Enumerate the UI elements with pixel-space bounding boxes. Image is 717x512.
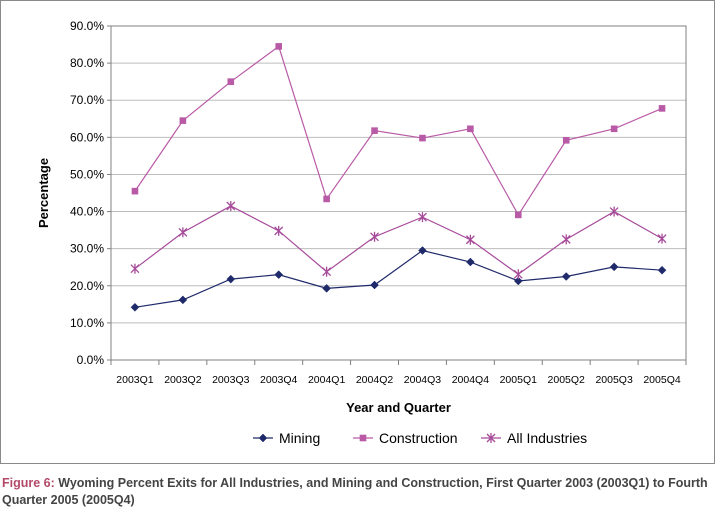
point-mining [130,302,140,312]
x-tick-label: 2003Q4 [260,374,298,386]
series-line-construction [134,45,663,217]
x-tick-label: 2003Q2 [164,374,202,386]
point-all-industries [178,227,188,238]
point-mining [609,262,619,272]
point-construction [562,137,570,144]
legend-label-all-industries: All Industries [507,430,587,446]
y-tick-label: 60.0% [70,130,104,144]
point-mining [178,295,188,305]
legend-label-mining: Mining [279,430,320,446]
y-tick-label: 10.0% [70,316,104,330]
plot-area [110,25,687,361]
series-line-all-industries [134,205,663,276]
point-mining [274,270,284,279]
point-all-industries [370,231,380,242]
point-all-industries [609,206,619,217]
point-mining [322,284,331,293]
series-line-mining [134,249,663,308]
point-all-industries [657,233,667,244]
point-construction [179,117,187,124]
x-tick-label: 2003Q3 [212,374,250,386]
x-tick-label: 2005Q2 [548,374,586,386]
point-construction [227,78,235,85]
y-tick-label: 20.0% [70,279,104,293]
figure-caption: Figure 6: Wyoming Percent Exits for All … [2,475,714,509]
point-all-industries [322,266,332,277]
point-all-industries [465,234,475,245]
y-tick-label: 40.0% [70,205,104,219]
point-mining [370,280,379,290]
point-all-industries [130,263,140,274]
point-construction [467,125,474,133]
y-tick-label: 50.0% [70,167,104,181]
point-all-industries [274,225,284,236]
legend-label-construction: Construction [379,430,458,446]
caption-label: Figure 6: [2,476,55,490]
point-construction [131,187,139,195]
point-construction [658,105,666,112]
y-tick-label: 30.0% [70,242,104,256]
point-mining [561,272,571,281]
point-mining [466,257,475,267]
y-tick-label: 70.0% [70,93,104,107]
legend-marker-all-industries [486,433,496,443]
x-tick-label: 2004Q4 [452,374,490,386]
y-tick-label: 80.0% [70,56,104,70]
point-construction [419,134,426,142]
chart-frame: 0.0% 10.0% 20.0% 30.0% 40.0% 50.0% 60.0% 70.0% 8… [0,0,715,464]
y-tick-label: 90.0% [70,19,104,33]
y-tick-label: 0.0% [77,353,105,367]
point-mining [513,276,523,286]
point-construction [514,211,522,219]
point-mining [226,274,236,284]
x-tick-label: 2004Q3 [404,374,442,386]
x-axis-title: Year and Quarter [346,400,451,415]
x-tick-label: 2004Q2 [356,374,394,386]
point-all-industries [226,200,236,211]
point-all-industries [513,269,523,280]
x-tick-label: 2004Q1 [308,374,346,386]
x-tick-label: 2005Q1 [500,374,538,386]
point-construction [371,127,378,134]
point-construction [323,195,330,203]
y-axis-title: Percentage [36,158,51,228]
point-construction [275,43,283,50]
caption-text: Wyoming Percent Exits for All Industries… [2,476,708,507]
point-mining [418,246,427,255]
point-all-industries [561,234,571,245]
point-construction [610,125,618,133]
x-tick-label: 2005Q3 [595,374,633,386]
line-chart: 0.0% 10.0% 20.0% 30.0% 40.0% 50.0% 60.0% 70.0% 8… [36,19,687,446]
x-tick-label: 2005Q4 [643,374,681,386]
legend-marker-construction [359,434,367,442]
point-mining [657,265,667,275]
x-tick-label: 2003Q1 [116,374,154,386]
legend-marker-mining [258,433,268,443]
point-all-industries [417,212,427,223]
